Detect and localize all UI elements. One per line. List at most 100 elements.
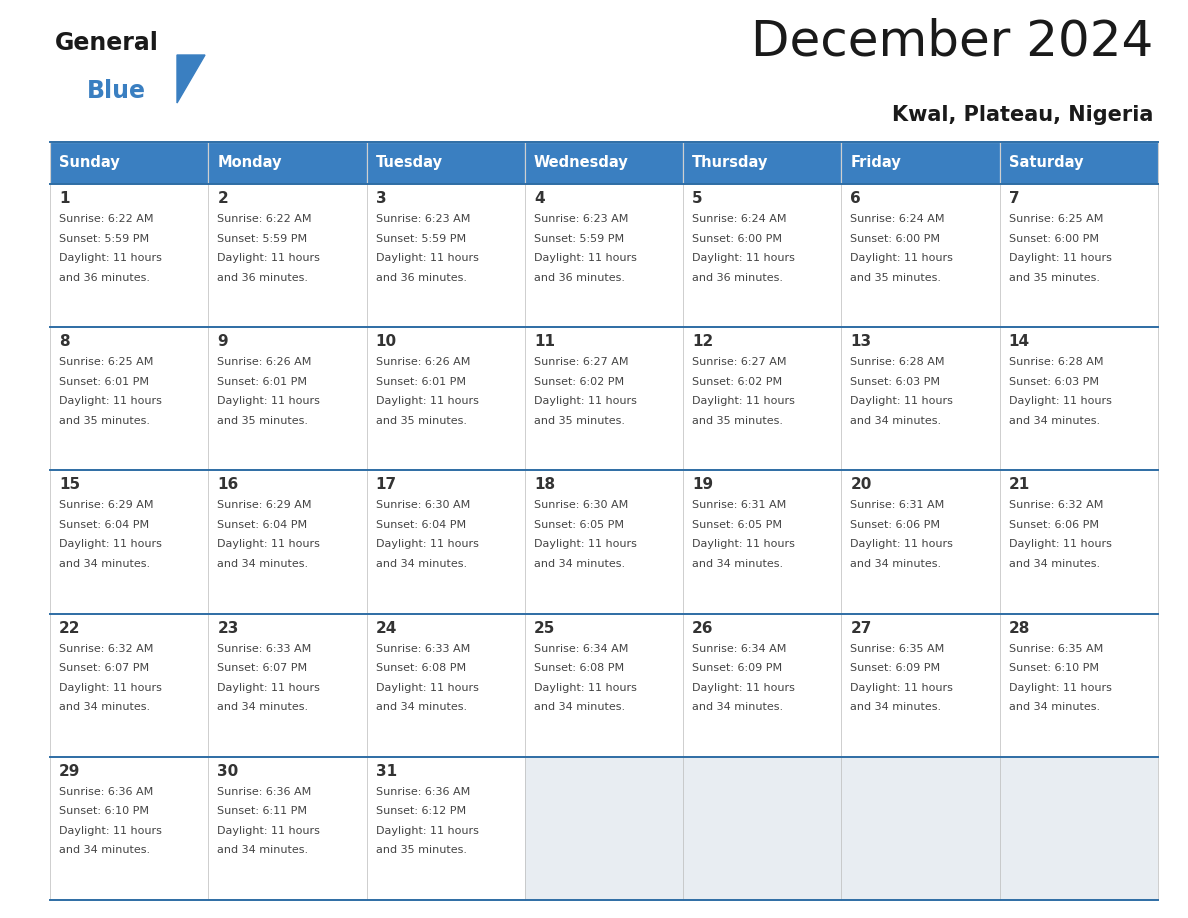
Bar (1000, 756, 1158, 900)
Text: 18: 18 (533, 477, 555, 492)
Text: Monday: Monday (217, 155, 282, 171)
Text: Sunrise: 6:31 AM: Sunrise: 6:31 AM (851, 500, 944, 510)
Bar (525, 613, 683, 756)
Bar (683, 142, 841, 184)
Bar (50, 756, 208, 900)
Text: Daylight: 11 hours: Daylight: 11 hours (217, 253, 320, 263)
Bar (367, 327, 525, 470)
Bar (208, 613, 367, 756)
Text: Daylight: 11 hours: Daylight: 11 hours (375, 683, 479, 692)
Text: 28: 28 (1009, 621, 1030, 635)
Bar (50, 184, 208, 327)
Bar (841, 470, 1000, 613)
Text: Daylight: 11 hours: Daylight: 11 hours (59, 826, 162, 835)
Text: Sunset: 6:08 PM: Sunset: 6:08 PM (375, 663, 466, 673)
Text: Sunset: 5:59 PM: Sunset: 5:59 PM (59, 233, 150, 243)
Text: 24: 24 (375, 621, 397, 635)
Text: Daylight: 11 hours: Daylight: 11 hours (533, 397, 637, 406)
Text: 2: 2 (217, 191, 228, 206)
Bar (683, 184, 841, 327)
Bar (683, 613, 841, 756)
Text: Sunrise: 6:23 AM: Sunrise: 6:23 AM (533, 214, 628, 224)
Text: Daylight: 11 hours: Daylight: 11 hours (693, 397, 795, 406)
Bar (525, 184, 683, 327)
Text: Sunset: 6:06 PM: Sunset: 6:06 PM (851, 520, 941, 530)
Text: Friday: Friday (851, 155, 902, 171)
Text: and 36 minutes.: and 36 minutes. (693, 273, 783, 283)
Text: Sunrise: 6:28 AM: Sunrise: 6:28 AM (851, 357, 944, 367)
Text: Sunset: 6:02 PM: Sunset: 6:02 PM (533, 376, 624, 386)
Text: 13: 13 (851, 334, 872, 349)
Text: Sunset: 6:08 PM: Sunset: 6:08 PM (533, 663, 624, 673)
Bar (367, 756, 525, 900)
Text: Daylight: 11 hours: Daylight: 11 hours (375, 826, 479, 835)
Text: Sunset: 6:00 PM: Sunset: 6:00 PM (693, 233, 782, 243)
Bar (367, 184, 525, 327)
Text: Daylight: 11 hours: Daylight: 11 hours (59, 253, 162, 263)
Text: Sunset: 6:09 PM: Sunset: 6:09 PM (851, 663, 941, 673)
Text: Sunset: 6:02 PM: Sunset: 6:02 PM (693, 376, 782, 386)
Text: and 34 minutes.: and 34 minutes. (59, 702, 150, 712)
Text: Daylight: 11 hours: Daylight: 11 hours (851, 683, 953, 692)
Text: Sunset: 6:07 PM: Sunset: 6:07 PM (217, 663, 308, 673)
Text: Sunset: 6:04 PM: Sunset: 6:04 PM (375, 520, 466, 530)
Bar (525, 327, 683, 470)
Text: Sunrise: 6:24 AM: Sunrise: 6:24 AM (851, 214, 944, 224)
Text: Sunset: 6:10 PM: Sunset: 6:10 PM (1009, 663, 1099, 673)
Text: Kwal, Plateau, Nigeria: Kwal, Plateau, Nigeria (892, 105, 1154, 125)
Polygon shape (177, 55, 206, 103)
Text: Daylight: 11 hours: Daylight: 11 hours (693, 253, 795, 263)
Text: Sunrise: 6:22 AM: Sunrise: 6:22 AM (59, 214, 153, 224)
Text: 19: 19 (693, 477, 713, 492)
Text: 8: 8 (59, 334, 70, 349)
Text: 17: 17 (375, 477, 397, 492)
Text: 14: 14 (1009, 334, 1030, 349)
Text: Daylight: 11 hours: Daylight: 11 hours (217, 826, 320, 835)
Bar (841, 142, 1000, 184)
Text: Sunrise: 6:33 AM: Sunrise: 6:33 AM (217, 644, 311, 654)
Text: 6: 6 (851, 191, 861, 206)
Text: and 34 minutes.: and 34 minutes. (851, 559, 942, 569)
Text: Daylight: 11 hours: Daylight: 11 hours (533, 253, 637, 263)
Text: Sunrise: 6:30 AM: Sunrise: 6:30 AM (533, 500, 628, 510)
Bar (50, 470, 208, 613)
Text: Sunrise: 6:27 AM: Sunrise: 6:27 AM (533, 357, 628, 367)
Text: Daylight: 11 hours: Daylight: 11 hours (533, 540, 637, 549)
Text: Sunrise: 6:32 AM: Sunrise: 6:32 AM (1009, 500, 1104, 510)
Text: 25: 25 (533, 621, 555, 635)
Text: 26: 26 (693, 621, 714, 635)
Text: and 36 minutes.: and 36 minutes. (375, 273, 467, 283)
Text: Daylight: 11 hours: Daylight: 11 hours (217, 683, 320, 692)
Text: Sunset: 6:04 PM: Sunset: 6:04 PM (217, 520, 308, 530)
Text: Sunrise: 6:34 AM: Sunrise: 6:34 AM (693, 644, 786, 654)
Text: Sunset: 6:03 PM: Sunset: 6:03 PM (1009, 376, 1099, 386)
Bar (367, 613, 525, 756)
Text: and 34 minutes.: and 34 minutes. (59, 845, 150, 856)
Bar (367, 142, 525, 184)
Text: Sunrise: 6:28 AM: Sunrise: 6:28 AM (1009, 357, 1104, 367)
Text: Sunday: Sunday (59, 155, 120, 171)
Bar (683, 327, 841, 470)
Text: Daylight: 11 hours: Daylight: 11 hours (217, 540, 320, 549)
Text: Blue: Blue (87, 79, 146, 103)
Text: and 34 minutes.: and 34 minutes. (217, 559, 309, 569)
Text: Daylight: 11 hours: Daylight: 11 hours (59, 683, 162, 692)
Text: 21: 21 (1009, 477, 1030, 492)
Text: Daylight: 11 hours: Daylight: 11 hours (1009, 253, 1112, 263)
Text: Sunrise: 6:32 AM: Sunrise: 6:32 AM (59, 644, 153, 654)
Text: Sunrise: 6:29 AM: Sunrise: 6:29 AM (217, 500, 311, 510)
Text: Sunset: 6:01 PM: Sunset: 6:01 PM (59, 376, 148, 386)
Text: 3: 3 (375, 191, 386, 206)
Text: and 34 minutes.: and 34 minutes. (217, 845, 309, 856)
Text: 12: 12 (693, 334, 713, 349)
Bar (1000, 613, 1158, 756)
Text: and 35 minutes.: and 35 minutes. (375, 845, 467, 856)
Text: Sunrise: 6:35 AM: Sunrise: 6:35 AM (851, 644, 944, 654)
Text: 20: 20 (851, 477, 872, 492)
Text: Daylight: 11 hours: Daylight: 11 hours (59, 397, 162, 406)
Text: Daylight: 11 hours: Daylight: 11 hours (851, 540, 953, 549)
Text: December 2024: December 2024 (751, 18, 1154, 66)
Text: 22: 22 (59, 621, 81, 635)
Text: Sunrise: 6:33 AM: Sunrise: 6:33 AM (375, 644, 469, 654)
Text: Sunset: 6:07 PM: Sunset: 6:07 PM (59, 663, 150, 673)
